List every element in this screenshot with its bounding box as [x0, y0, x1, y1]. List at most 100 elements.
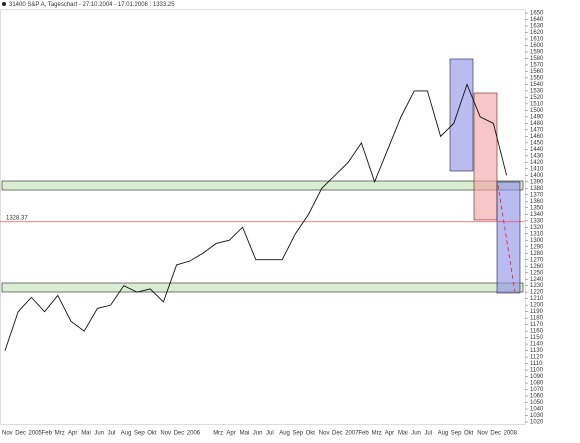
- y-tick-label: 1560: [530, 69, 544, 75]
- x-tick-label: Feb: [358, 431, 369, 437]
- y-tick-label: 1650: [530, 11, 544, 17]
- y-tick-label: 1640: [530, 17, 544, 23]
- y-tick-label: 1400: [530, 173, 544, 179]
- y-tick-label: 1510: [530, 101, 544, 107]
- highlight-box: [449, 58, 474, 172]
- y-tick-label: 1460: [530, 134, 544, 140]
- y-tick-label: 1320: [530, 225, 544, 231]
- y-tick-label: 1490: [530, 114, 544, 120]
- y-tick-label: 1120: [530, 355, 544, 361]
- x-tick-label: Apr: [385, 431, 394, 437]
- title-icon: [2, 2, 6, 6]
- y-tick-label: 1440: [530, 147, 544, 153]
- reference-label: 1328.37: [6, 215, 28, 221]
- x-tick-label: Feb: [42, 431, 53, 437]
- x-tick-label: 2008: [504, 431, 518, 437]
- y-tick-label: 1170: [530, 322, 544, 328]
- y-tick-label: 1340: [530, 212, 544, 218]
- y-tick-label: 1420: [530, 160, 544, 166]
- x-tick-label: Mrz: [213, 431, 223, 437]
- y-tick-label: 1300: [530, 238, 544, 244]
- y-tick-label: 1020: [530, 420, 544, 426]
- x-tick-label: Sep: [292, 431, 303, 437]
- x-tick-label: Mrz: [372, 431, 382, 437]
- y-tick-label: 1570: [530, 63, 544, 69]
- y-tick-label: 1550: [530, 75, 544, 81]
- support-band: [1, 282, 524, 293]
- y-tick-label: 1230: [530, 283, 544, 289]
- x-tick-label: Jun: [94, 431, 104, 437]
- y-tick-label: 1040: [530, 407, 544, 413]
- x-tick-label: Mai: [398, 431, 408, 437]
- y-tick-label: 1160: [530, 329, 544, 335]
- x-tick-label: Nov: [319, 431, 330, 437]
- y-tick-label: 1360: [530, 199, 544, 205]
- y-tick-label: 1330: [530, 218, 544, 224]
- price-line: [4, 83, 508, 351]
- x-tick-label: Apr: [68, 431, 77, 437]
- y-tick-label: 1060: [530, 394, 544, 400]
- y-tick-label: 1470: [530, 127, 544, 133]
- y-tick-label: 1150: [530, 335, 544, 341]
- y-tick-label: 1070: [530, 387, 544, 393]
- x-tick-label: 2006: [187, 431, 201, 437]
- x-tick-label: Jun: [411, 431, 421, 437]
- x-tick-label: Okt: [147, 431, 157, 437]
- y-tick-label: 1620: [530, 30, 544, 36]
- y-tick-label: 1100: [530, 368, 544, 374]
- x-tick-label: Aug: [279, 431, 290, 437]
- y-tick-label: 1500: [530, 108, 544, 114]
- y-tick-label: 1180: [530, 316, 544, 322]
- y-tick-label: 1520: [530, 95, 544, 101]
- x-tick-label: Dec: [15, 431, 26, 437]
- y-tick-label: 1310: [530, 231, 544, 237]
- x-tick-label: Sep: [451, 431, 462, 437]
- y-tick-label: 1280: [530, 251, 544, 257]
- x-tick-label: Mrz: [55, 431, 65, 437]
- y-tick-label: 1610: [530, 37, 544, 43]
- y-tick-label: 1140: [530, 342, 544, 348]
- x-tick-label: Dec: [332, 431, 343, 437]
- y-tick-label: 1540: [530, 82, 544, 88]
- x-tick-label: Aug: [121, 431, 132, 437]
- x-tick-label: Dec: [174, 431, 185, 437]
- y-tick-label: 1240: [530, 277, 544, 283]
- x-tick-label: Sep: [134, 431, 145, 437]
- x-tick-label: Okt: [464, 431, 474, 437]
- y-tick-label: 1250: [530, 270, 544, 276]
- x-tick-label: Jun: [253, 431, 263, 437]
- y-tick-label: 1290: [530, 244, 544, 250]
- y-tick-label: 1480: [530, 121, 544, 127]
- y-tick-label: 1110: [530, 361, 543, 367]
- y-tick-label: 1190: [530, 309, 544, 315]
- y-tick-label: 1030: [530, 413, 544, 419]
- y-tick-label: 1430: [530, 153, 544, 159]
- y-tick-label: 1270: [530, 257, 544, 263]
- x-tick-label: Nov: [160, 431, 171, 437]
- y-tick-label: 1380: [530, 186, 544, 192]
- y-tick-label: 1080: [530, 381, 544, 387]
- y-tick-label: 1130: [530, 348, 544, 354]
- chart-title: 31400 S&P A, Tageschart - 27.10.2004 - 1…: [9, 2, 175, 8]
- y-tick-label: 1200: [530, 303, 544, 309]
- y-tick-label: 1450: [530, 140, 544, 146]
- x-tick-label: Aug: [438, 431, 449, 437]
- plot-frame: [0, 9, 526, 425]
- x-tick-label: Jul: [266, 431, 274, 437]
- x-tick-label: 2005: [28, 431, 42, 437]
- x-tick-label: Dec: [490, 431, 501, 437]
- highlight-box: [473, 92, 498, 221]
- y-tick-label: 1600: [530, 43, 544, 49]
- y-tick-label: 1580: [530, 56, 544, 62]
- x-tick-label: Nov: [2, 431, 13, 437]
- x-tick-label: 2007: [345, 431, 359, 437]
- x-tick-label: Apr: [226, 431, 235, 437]
- x-tick-label: Nov: [477, 431, 488, 437]
- x-tick-label: Jul: [424, 431, 432, 437]
- y-tick-label: 1390: [530, 179, 544, 185]
- highlight-box: [496, 181, 521, 294]
- y-tick-label: 1350: [530, 205, 544, 211]
- support-band: [1, 180, 524, 191]
